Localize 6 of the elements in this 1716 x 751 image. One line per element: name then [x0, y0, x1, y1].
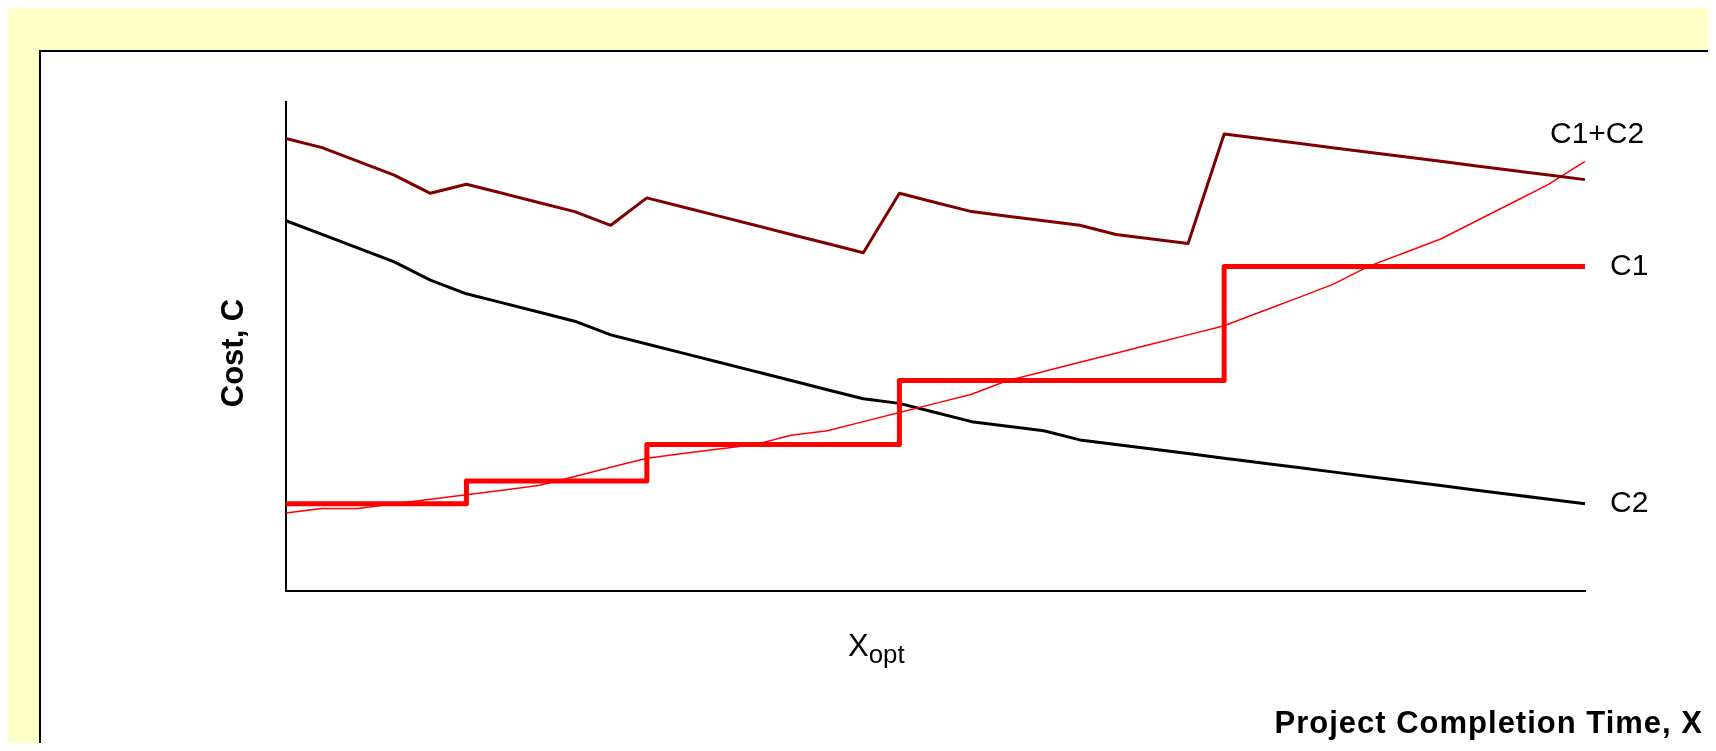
- series-label: C1+C2: [1550, 115, 1645, 149]
- series-label: C2: [1610, 485, 1649, 519]
- y-axis-title: Cost, C: [215, 298, 251, 408]
- series-label: C1: [1610, 247, 1649, 281]
- x-axis-title: Project Completion Time, X: [1274, 705, 1703, 741]
- text: X$_{opt}$: [848, 628, 905, 670]
